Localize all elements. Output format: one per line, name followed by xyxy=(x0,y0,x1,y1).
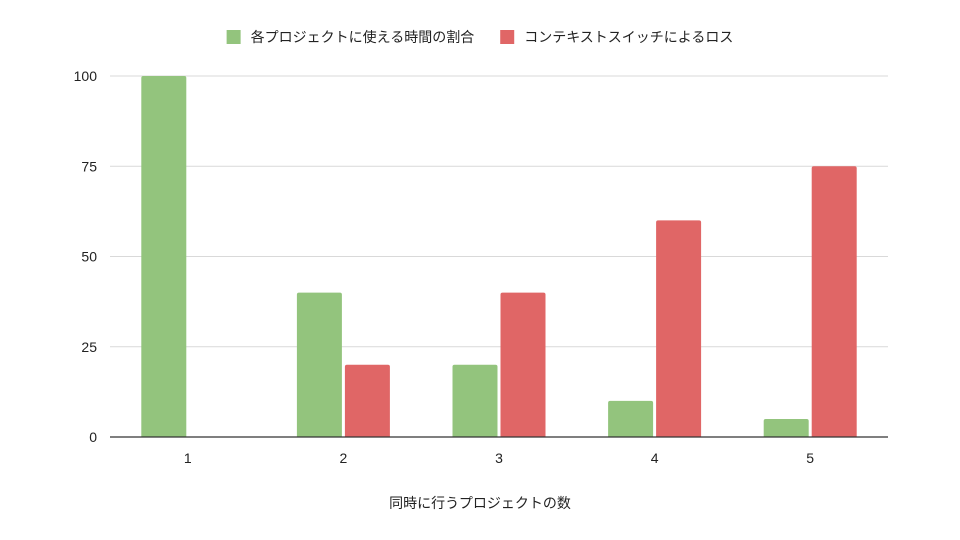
bar-series-1-cat-3 xyxy=(452,364,498,437)
x-axis-title: 同時に行うプロジェクトの数 xyxy=(389,496,571,512)
legend-swatch xyxy=(500,30,515,44)
legend-swatch xyxy=(226,30,241,44)
legend-item-1: 各プロジェクトに使える時間の割合 xyxy=(226,29,475,46)
bar-series-2-cat-5 xyxy=(811,166,857,437)
y-tick-label: 75 xyxy=(81,158,97,174)
bar-series-1-cat-1 xyxy=(141,76,187,437)
legend-item-2: コンテキストスイッチによるロス xyxy=(500,30,733,46)
gridlines xyxy=(110,75,888,348)
bar-series-2-cat-2 xyxy=(344,364,390,437)
bars xyxy=(141,76,857,437)
y-tick-label: 100 xyxy=(74,68,98,84)
legend-label: 各プロジェクトに使える時間の割合 xyxy=(251,29,475,46)
legend: 各プロジェクトに使える時間の割合 コンテキストスイッチによるロス xyxy=(226,29,733,46)
axes: 0 25 50 75 100 1 2 3 4 5 xyxy=(74,68,888,466)
y-tick-label: 50 xyxy=(81,249,97,265)
x-tick-label: 3 xyxy=(495,450,503,466)
bar-series-1-cat-2 xyxy=(296,292,342,437)
y-tick-label: 0 xyxy=(89,429,97,445)
bar-series-1-cat-4 xyxy=(608,400,654,437)
bar-series-2-cat-3 xyxy=(500,292,546,437)
legend-label: コンテキストスイッチによるロス xyxy=(524,30,733,46)
x-tick-label: 4 xyxy=(651,450,659,466)
x-tick-label: 2 xyxy=(340,450,348,466)
x-tick-label: 1 xyxy=(184,450,192,466)
x-tick-label: 5 xyxy=(806,450,814,466)
y-tick-label: 25 xyxy=(81,339,97,355)
bar-series-2-cat-4 xyxy=(656,220,702,437)
bar-series-1-cat-5 xyxy=(763,418,809,437)
